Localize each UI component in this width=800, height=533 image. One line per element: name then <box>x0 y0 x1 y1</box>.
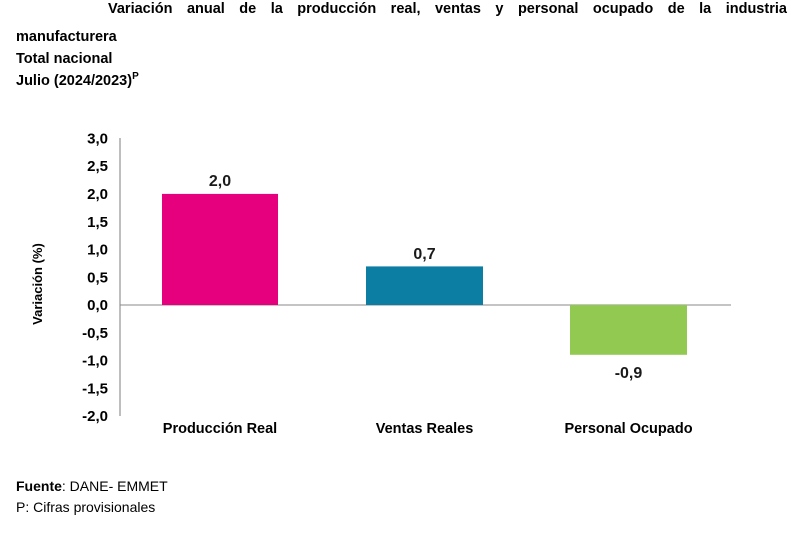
svg-text:-0,9: -0,9 <box>615 365 643 382</box>
svg-text:2,0: 2,0 <box>87 186 108 203</box>
svg-text:Variación (%): Variación (%) <box>30 243 45 325</box>
svg-text:-0,5: -0,5 <box>82 325 108 342</box>
svg-text:2,0: 2,0 <box>209 173 231 190</box>
svg-text:3,0: 3,0 <box>87 131 108 148</box>
svg-text:1,0: 1,0 <box>87 242 108 259</box>
svg-text:-1,0: -1,0 <box>82 353 108 370</box>
svg-text:0,7: 0,7 <box>413 246 435 263</box>
svg-text:Producción Real: Producción Real <box>163 421 277 437</box>
svg-text:2,5: 2,5 <box>87 158 108 175</box>
svg-text:Ventas Reales: Ventas Reales <box>376 421 474 437</box>
svg-text:1,5: 1,5 <box>87 214 108 231</box>
svg-text:-1,5: -1,5 <box>82 380 108 397</box>
svg-text:Personal Ocupado: Personal Ocupado <box>564 421 692 437</box>
svg-text:-2,0: -2,0 <box>82 408 108 425</box>
svg-text:0,5: 0,5 <box>87 269 108 286</box>
svg-text:0,0: 0,0 <box>87 297 108 314</box>
